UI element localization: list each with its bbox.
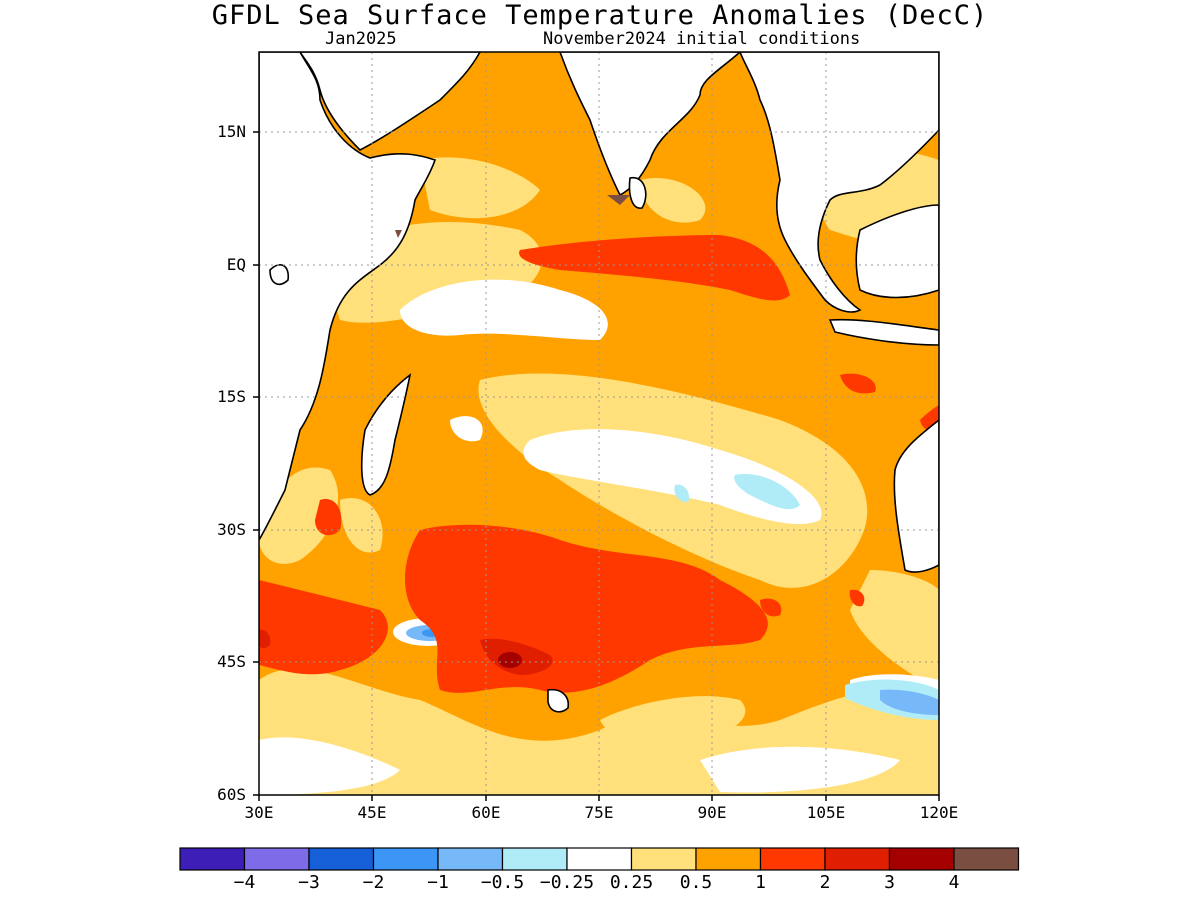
colorbar-swatch: [759, 847, 826, 871]
borneo-landmass: [855, 204, 939, 299]
coastlines: [259, 52, 939, 713]
colorbar-swatch: [437, 847, 504, 871]
colorbar-label: −0.5: [480, 872, 525, 893]
initial-conditions-label: November2024 initial conditions: [543, 29, 861, 49]
anomaly-warm-regions: [259, 235, 939, 693]
madagascar-landmass: [360, 373, 412, 496]
colorbar-swatch: [630, 847, 697, 871]
lon-label-60e: 60E: [471, 803, 501, 822]
colorbar-swatch: [501, 847, 568, 871]
warm-spot-somalia: [395, 230, 402, 238]
colorbar-swatch: [308, 847, 375, 871]
colorbar-swatch: [695, 847, 762, 871]
map-title: GFDL Sea Surface Temperature Anomalies (…: [211, 0, 989, 31]
lat-label-60s: 60S: [217, 785, 246, 804]
colorbar-label: 0.5: [679, 872, 713, 893]
colorbar: [179, 847, 1020, 871]
sri-lanka-landmass: [628, 177, 647, 209]
australia-landmass: [893, 418, 939, 573]
colorbar-swatch: [566, 847, 633, 871]
colorbar-swatch: [243, 847, 310, 871]
colorbar-label: 4: [948, 872, 960, 893]
warm-spot-india: [607, 195, 630, 205]
arabia-landmass: [299, 52, 481, 151]
java-landmass: [828, 318, 939, 346]
grid-lines: [259, 52, 939, 795]
lon-label-30e: 30E: [244, 803, 274, 822]
lon-label-90e: 90E: [697, 803, 727, 822]
colorbar-label: −0.25: [539, 872, 595, 893]
colorbar-label: −2: [362, 872, 385, 893]
lon-label-45e: 45E: [357, 803, 387, 822]
lat-label-30s: 30S: [217, 520, 246, 539]
colorbar-label: −4: [233, 872, 256, 893]
colorbar-swatch: [953, 847, 1020, 871]
kerguelen-island: [547, 688, 570, 713]
colorbar-swatch: [888, 847, 955, 871]
lat-label-15s: 15S: [217, 387, 246, 406]
africa-landmass: [259, 52, 437, 542]
lon-label-105e: 105E: [806, 803, 846, 822]
lat-label-eq: EQ: [226, 255, 246, 274]
colorbar-swatch: [179, 847, 246, 871]
colorbar-label: 0.25: [609, 872, 654, 893]
lake-victoria: [269, 264, 290, 286]
axis-ticks: [253, 131, 940, 801]
forecast-month: Jan2025: [325, 29, 397, 49]
southeast-asia-landmass: [739, 52, 939, 313]
colorbar-label: 2: [819, 872, 831, 893]
colorbar-swatch: [372, 847, 439, 871]
colorbar-label: 1: [755, 872, 766, 893]
colorbar-swatch: [824, 847, 891, 871]
colorbar-label: −3: [298, 872, 320, 893]
lat-label-45s: 45S: [217, 652, 246, 671]
colorbar-label: −1: [427, 872, 449, 893]
lon-label-120e: 120E: [919, 803, 959, 822]
lat-label-15n: 15N: [217, 122, 246, 141]
lon-label-75e: 75E: [584, 803, 614, 822]
colorbar-label: 3: [884, 872, 895, 893]
